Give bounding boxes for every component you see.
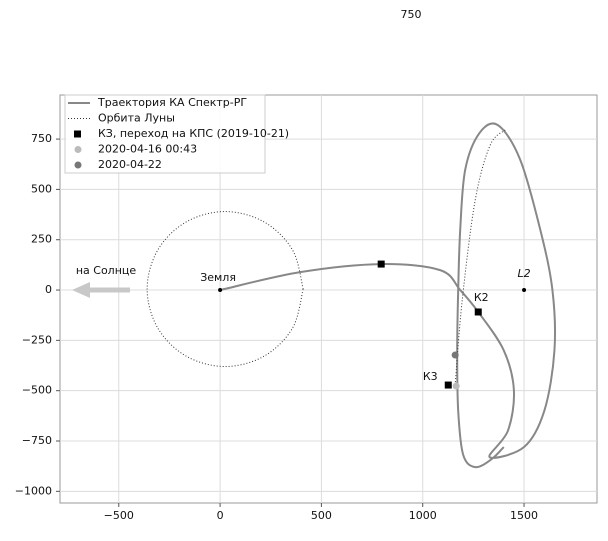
- annotation: Земля: [200, 271, 236, 284]
- plot-layer: −500 0 500 1000 1500 −1000 −750 −500 −250 0 250 500…: [15, 94, 597, 522]
- series-line: [146, 211, 304, 368]
- series-line: [454, 129, 506, 386]
- annotation: К2: [474, 291, 489, 304]
- annotation: L2: [517, 267, 530, 280]
- marker: [474, 308, 482, 316]
- x-tick-label: −500: [104, 509, 134, 522]
- legend: Траектория КА Спектр-РГ Орбита Луны КЗ, пе…: [64, 94, 289, 174]
- marker: [452, 382, 460, 390]
- legend-swatch: [74, 130, 81, 138]
- y-tick-label: 750: [31, 132, 52, 145]
- point-dot: [218, 288, 223, 293]
- y-tick-label: 0: [45, 283, 52, 296]
- arrow-label: на Солнце: [76, 264, 137, 277]
- legend-label: 2020-04-16 00:43: [98, 143, 197, 156]
- marker: [377, 260, 385, 268]
- y-tick-label: −1000: [15, 484, 52, 497]
- chart-title: 750: [401, 8, 422, 21]
- marker: [444, 381, 452, 389]
- legend-label: 2020-04-22: [98, 158, 162, 171]
- arrow-head: [72, 282, 90, 298]
- legend-swatch: [74, 161, 82, 169]
- y-tick-label: −250: [22, 333, 52, 346]
- legend-swatch: [74, 146, 82, 153]
- y-tick-label: −750: [22, 434, 52, 447]
- y-tick-label: 250: [31, 233, 52, 246]
- x-tick-label: 0: [217, 509, 224, 522]
- sun-arrow: [72, 282, 130, 298]
- legend-label: Орбита Луны: [98, 112, 175, 125]
- series-line: [219, 122, 557, 469]
- plot-frame: [59, 94, 598, 504]
- x-tick-label: 1000: [409, 509, 437, 522]
- point-dot: [522, 288, 527, 293]
- y-tick-label: −500: [22, 384, 52, 397]
- legend-box: [64, 94, 266, 174]
- y-tick-label: 500: [31, 182, 52, 195]
- marker: [451, 351, 459, 359]
- legend-label: Траектория КА Спектр-РГ: [97, 96, 247, 109]
- x-tick-label: 500: [311, 509, 332, 522]
- annotation: К3: [423, 370, 438, 383]
- x-tick-label: 1500: [510, 509, 538, 522]
- legend-label: КЗ, переход на КПС (2019-10-21): [98, 127, 289, 140]
